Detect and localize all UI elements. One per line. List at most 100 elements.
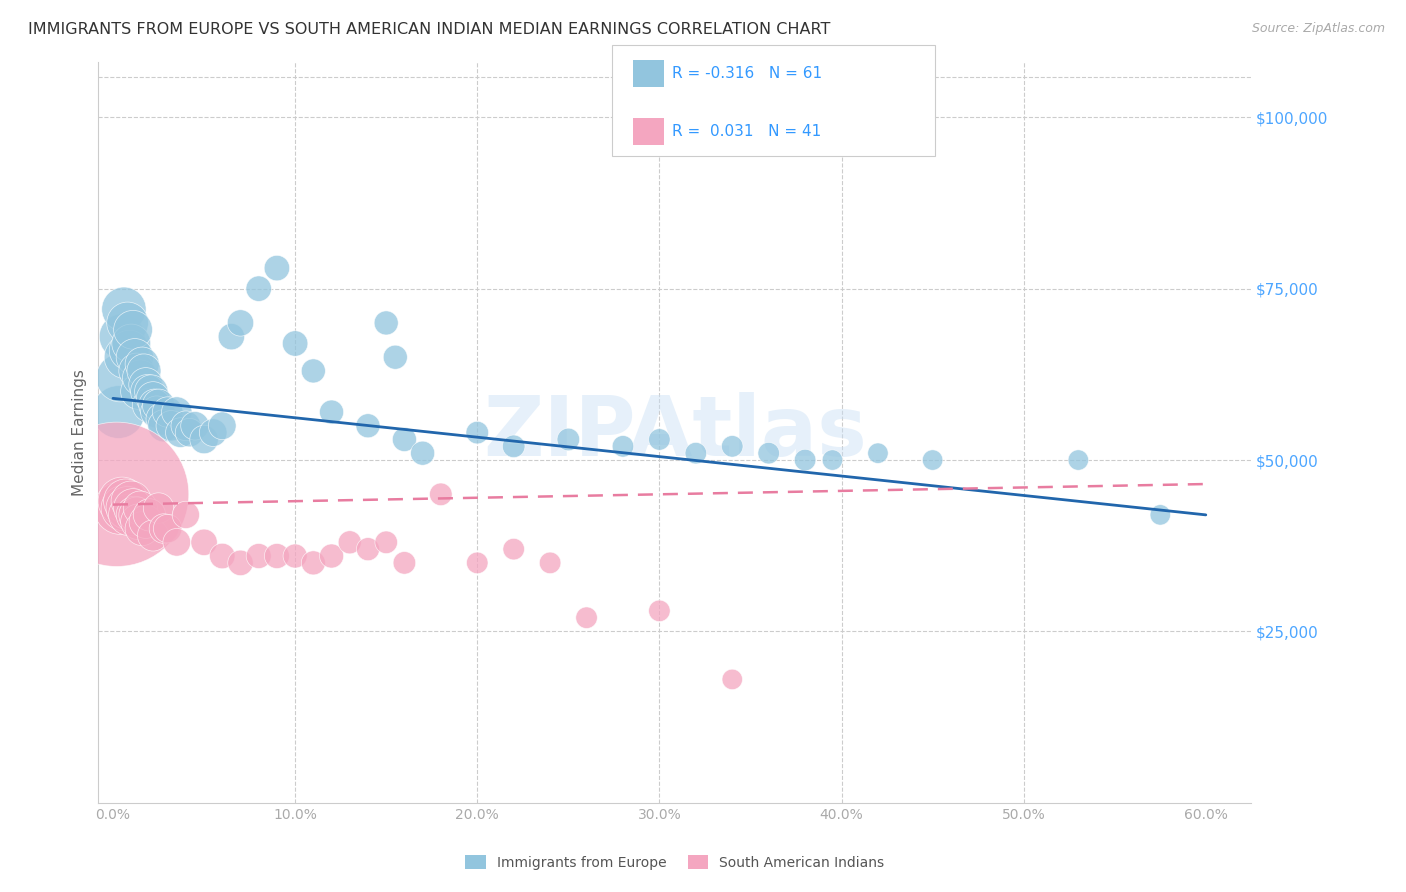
Point xyxy=(394,433,416,447)
Point xyxy=(142,528,165,542)
Point xyxy=(141,384,163,399)
Point xyxy=(685,446,707,460)
Point xyxy=(758,446,780,460)
Point xyxy=(160,418,183,433)
Point xyxy=(211,549,233,563)
Point xyxy=(557,433,579,447)
Point xyxy=(375,535,398,549)
Point xyxy=(430,487,453,501)
Point xyxy=(821,453,844,467)
Point xyxy=(247,282,270,296)
Point xyxy=(266,549,288,563)
Point xyxy=(117,316,139,330)
Point xyxy=(120,494,142,508)
Point xyxy=(117,501,139,516)
Point xyxy=(648,433,671,447)
Point xyxy=(107,405,129,419)
Point xyxy=(136,384,159,399)
Point xyxy=(184,418,207,433)
Point xyxy=(120,336,142,351)
Point xyxy=(302,364,325,378)
Point xyxy=(153,418,176,433)
Point xyxy=(129,371,152,385)
Point xyxy=(122,501,145,516)
Point xyxy=(229,316,252,330)
Point xyxy=(357,418,380,433)
Point xyxy=(110,371,132,385)
Point xyxy=(148,501,170,516)
Point xyxy=(266,261,288,276)
Point xyxy=(384,350,406,364)
Point xyxy=(135,515,157,529)
Point xyxy=(648,604,671,618)
Point xyxy=(179,425,201,440)
Point xyxy=(118,343,141,358)
Point xyxy=(127,384,149,399)
Point xyxy=(166,535,188,549)
Point xyxy=(202,425,225,440)
Point xyxy=(143,398,166,412)
Point xyxy=(131,522,153,536)
Point xyxy=(794,453,817,467)
Point xyxy=(111,494,134,508)
Point xyxy=(138,398,160,412)
Point xyxy=(105,487,128,501)
Point xyxy=(112,501,135,516)
Point xyxy=(174,418,197,433)
Text: ZIPAtlas: ZIPAtlas xyxy=(482,392,868,473)
Point xyxy=(321,405,343,419)
Point xyxy=(142,392,165,406)
Point xyxy=(125,364,148,378)
Text: Source: ZipAtlas.com: Source: ZipAtlas.com xyxy=(1251,22,1385,36)
Point xyxy=(1067,453,1090,467)
Point xyxy=(150,412,173,426)
Point xyxy=(129,501,152,516)
Point xyxy=(721,439,744,453)
Text: R = -0.316   N = 61: R = -0.316 N = 61 xyxy=(672,66,823,80)
Point xyxy=(122,323,145,337)
Point xyxy=(612,439,634,453)
Point xyxy=(153,522,176,536)
Point xyxy=(866,446,889,460)
Point xyxy=(124,350,146,364)
Point xyxy=(114,494,136,508)
Point xyxy=(124,508,146,522)
Point xyxy=(132,364,155,378)
Point xyxy=(127,515,149,529)
Text: IMMIGRANTS FROM EUROPE VS SOUTH AMERICAN INDIAN MEDIAN EARNINGS CORRELATION CHAR: IMMIGRANTS FROM EUROPE VS SOUTH AMERICAN… xyxy=(28,22,831,37)
Point xyxy=(229,556,252,570)
Point xyxy=(118,508,141,522)
Point xyxy=(412,446,434,460)
Point xyxy=(125,508,148,522)
Point xyxy=(221,329,243,343)
Point xyxy=(375,316,398,330)
Point xyxy=(575,610,598,624)
Point xyxy=(166,405,188,419)
Point xyxy=(284,549,307,563)
Point xyxy=(211,418,233,433)
Point xyxy=(302,556,325,570)
Point xyxy=(110,501,132,516)
Point xyxy=(112,302,135,317)
Text: R =  0.031   N = 41: R = 0.031 N = 41 xyxy=(672,124,821,138)
Point xyxy=(174,508,197,522)
Point xyxy=(339,535,361,549)
Point xyxy=(721,673,744,687)
Point xyxy=(156,405,179,419)
Point xyxy=(921,453,943,467)
Point xyxy=(465,556,488,570)
Point xyxy=(357,542,380,557)
Point xyxy=(169,425,191,440)
Point xyxy=(1149,508,1171,522)
Point xyxy=(156,522,179,536)
Y-axis label: Median Earnings: Median Earnings xyxy=(72,369,87,496)
Point xyxy=(465,425,488,440)
Point xyxy=(135,377,157,392)
Point xyxy=(148,398,170,412)
Legend: Immigrants from Europe, South American Indians: Immigrants from Europe, South American I… xyxy=(465,855,884,870)
Point xyxy=(145,405,167,419)
Point xyxy=(111,329,134,343)
Point xyxy=(284,336,307,351)
Point xyxy=(193,433,215,447)
Point xyxy=(394,556,416,570)
